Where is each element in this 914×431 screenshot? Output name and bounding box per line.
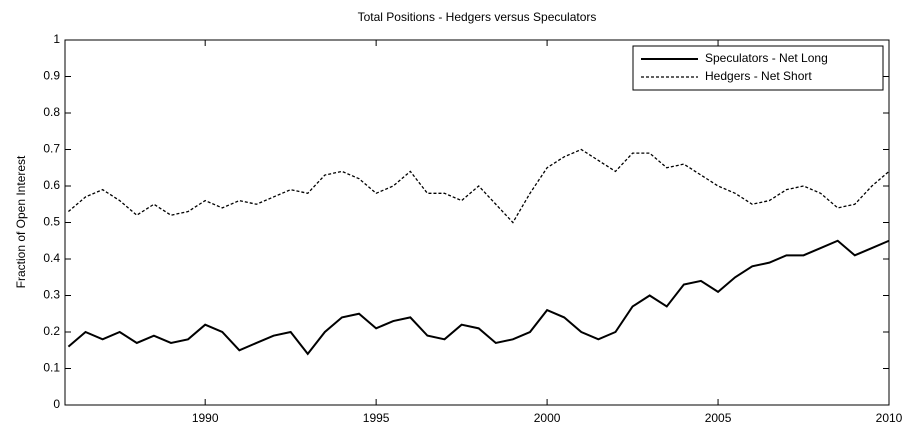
y-tick-label: 0 [53, 397, 60, 411]
y-tick-label: 0.5 [43, 215, 60, 229]
y-tick-label: 0.6 [43, 178, 60, 192]
x-tick-label: 2000 [534, 411, 561, 425]
y-tick-label: 1 [53, 32, 60, 46]
series-line [67, 239, 890, 356]
y-tick-label: 0.4 [43, 251, 60, 265]
x-tick-label: 2005 [705, 411, 732, 425]
y-tick-label: 0.8 [43, 105, 60, 119]
x-tick-label: 1995 [363, 411, 390, 425]
x-tick-label: 1990 [192, 411, 219, 425]
legend-box [632, 45, 884, 91]
legend-label: Hedgers - Net Short [705, 69, 812, 83]
y-tick-label: 0.2 [43, 324, 60, 338]
y-tick-label: 0.3 [43, 288, 60, 302]
series-line [67, 148, 890, 224]
y-axis-label: Fraction of Open Interest [14, 155, 28, 288]
chart-title: Total Positions - Hedgers versus Specula… [358, 10, 597, 24]
plot-frame [64, 39, 890, 406]
x-tick-label: 2010 [876, 411, 903, 425]
legend-label: Speculators - Net Long [705, 51, 828, 65]
y-tick-label: 0.7 [43, 142, 60, 156]
y-tick-label: 0.9 [43, 69, 60, 83]
y-tick-label: 0.1 [43, 361, 60, 375]
